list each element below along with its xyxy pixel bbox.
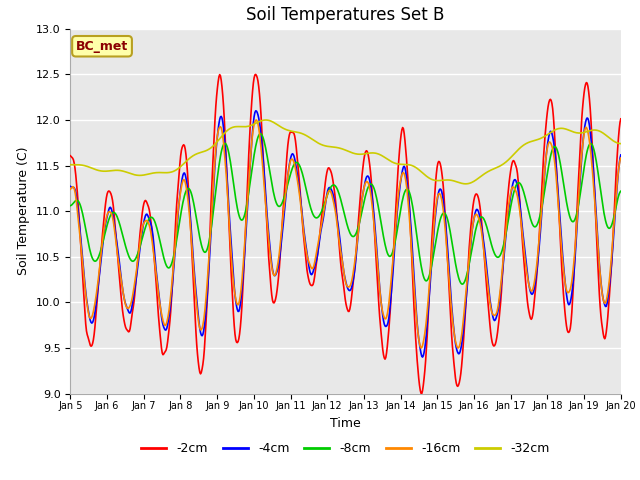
Text: BC_met: BC_met (76, 40, 128, 53)
Legend: -2cm, -4cm, -8cm, -16cm, -32cm: -2cm, -4cm, -8cm, -16cm, -32cm (136, 437, 555, 460)
Y-axis label: Soil Temperature (C): Soil Temperature (C) (17, 147, 30, 276)
X-axis label: Time: Time (330, 417, 361, 430)
Title: Soil Temperatures Set B: Soil Temperatures Set B (246, 6, 445, 24)
